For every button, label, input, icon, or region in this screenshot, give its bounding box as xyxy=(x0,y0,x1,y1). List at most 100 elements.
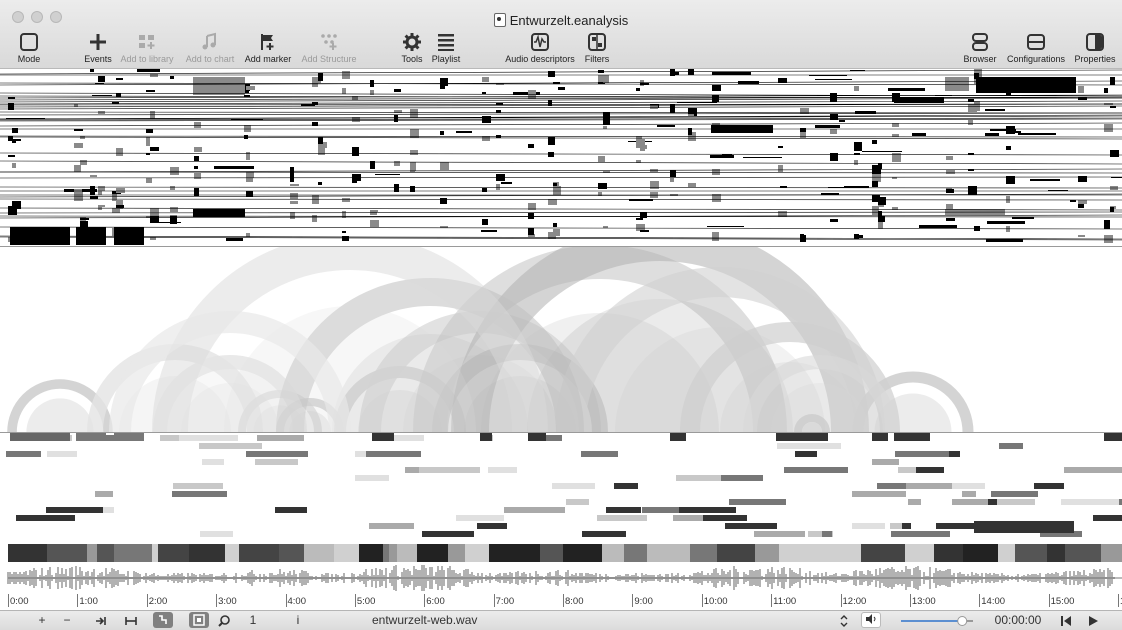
matrix-cell xyxy=(598,156,605,162)
matrix-cell xyxy=(878,222,883,229)
fit-to-end-button[interactable] xyxy=(91,612,111,629)
segment-grid-view xyxy=(6,433,1122,537)
file-select-stepper[interactable] xyxy=(837,612,851,629)
add-marker-button[interactable]: Add marker xyxy=(242,32,294,64)
segment-cell xyxy=(777,443,841,449)
panel-divider[interactable] xyxy=(0,432,1122,433)
close-window-button[interactable] xyxy=(12,11,24,23)
configurations-button[interactable]: Configurations xyxy=(1003,32,1069,64)
matrix-cell xyxy=(194,147,202,152)
matrix-cell xyxy=(968,153,974,155)
matrix-line xyxy=(0,168,1122,173)
mode-label: Mode xyxy=(17,54,41,64)
mode-button[interactable]: Mode xyxy=(12,32,46,64)
matrix-cell xyxy=(603,112,610,118)
matrix-cell xyxy=(1104,125,1112,132)
band-segment xyxy=(489,544,506,562)
matrix-cell xyxy=(290,212,295,219)
segment-cell xyxy=(246,451,308,457)
matrix-cell xyxy=(603,118,610,125)
similarity-disc xyxy=(153,355,307,432)
segment-cell xyxy=(673,515,703,521)
matrix-cell xyxy=(440,226,448,228)
magnifier-button[interactable] xyxy=(214,612,234,629)
events-button[interactable]: Events xyxy=(80,32,116,64)
matrix-line xyxy=(0,176,1122,179)
zoom-fit-button[interactable] xyxy=(189,612,209,628)
zoom-window-button[interactable] xyxy=(50,11,62,23)
audio-descriptors-button[interactable]: Audio descriptors xyxy=(500,32,580,64)
band-segment xyxy=(334,544,359,562)
mute-button[interactable] xyxy=(861,612,881,628)
matrix-cell xyxy=(352,147,359,156)
segment-cell xyxy=(199,443,262,449)
matrix-cell xyxy=(1030,179,1060,181)
add-to-chart-button[interactable]: Add to chart xyxy=(181,32,239,64)
similarity-disc xyxy=(615,327,825,432)
zoom-out-button[interactable]: − xyxy=(63,613,71,627)
browser-button[interactable]: Browser xyxy=(961,32,999,64)
matrix-cell xyxy=(968,120,973,125)
matrix-cell xyxy=(342,198,350,202)
matrix-cell xyxy=(244,135,248,139)
arc-diagram-panel[interactable] xyxy=(0,247,1122,432)
time-ruler[interactable]: 0:00 1:00 2:00 3:00 4:00 5:00 6:00 7:00 8:00 9:00… xyxy=(0,594,1122,610)
band-segment xyxy=(755,544,779,562)
matrix-cell xyxy=(854,235,863,238)
volume-slider[interactable] xyxy=(897,612,977,629)
matrix-line xyxy=(0,80,1122,86)
segment-cell xyxy=(988,499,1001,505)
matrix-cell xyxy=(80,221,88,229)
matrix-cell xyxy=(194,166,198,169)
matrix-cell xyxy=(312,77,321,83)
minimize-window-button[interactable] xyxy=(31,11,43,23)
segment-cell xyxy=(606,507,641,513)
matrix-cell xyxy=(800,132,806,138)
segment-cell xyxy=(386,435,424,441)
waveform-panel[interactable] xyxy=(0,562,1122,594)
matrix-cell xyxy=(312,122,318,126)
step-mode-button[interactable] xyxy=(153,612,173,628)
play-button[interactable] xyxy=(1083,612,1103,629)
add-to-library-button[interactable]: Add to library xyxy=(117,32,177,64)
fit-width-button[interactable] xyxy=(121,612,141,629)
segment-cell xyxy=(419,467,480,473)
add-structure-button[interactable]: Add Structure xyxy=(298,32,360,64)
similarity-matrix-panel[interactable] xyxy=(0,69,1122,246)
segment-grid-panel[interactable] xyxy=(0,433,1122,544)
matrix-cell xyxy=(90,186,95,195)
matrix-cell xyxy=(312,83,318,87)
matrix-cell xyxy=(821,193,839,195)
matrix-cell xyxy=(246,175,253,182)
properties-label: Properties xyxy=(1074,54,1116,64)
matrix-line xyxy=(0,198,1122,201)
matrix-cell xyxy=(116,200,123,209)
info-button[interactable]: i xyxy=(296,613,300,627)
band-segment xyxy=(602,544,624,562)
panel-divider[interactable] xyxy=(0,246,1122,247)
matrix-cell xyxy=(636,139,645,148)
matrix-cell xyxy=(440,78,448,86)
audio-file-name[interactable]: entwurzelt-web.wav xyxy=(372,613,478,627)
matrix-cell xyxy=(342,211,346,218)
matrix-line xyxy=(0,96,1122,101)
matrix-cell xyxy=(598,75,603,82)
segment-cell xyxy=(991,491,1038,497)
tools-button[interactable]: Tools xyxy=(398,32,426,64)
properties-button[interactable]: Properties xyxy=(1072,32,1118,64)
matrix-cell xyxy=(712,85,721,91)
filters-button[interactable]: Filters xyxy=(582,32,612,64)
time-tick: 14:00 xyxy=(979,594,1006,607)
color-band-panel[interactable] xyxy=(0,544,1122,562)
segment-cell xyxy=(76,433,106,441)
matrix-cell xyxy=(440,162,449,170)
matrix-block xyxy=(945,77,969,91)
playlist-button[interactable]: Playlist xyxy=(429,32,463,64)
time-tick: 15:00 xyxy=(1048,594,1075,607)
matrix-cell xyxy=(629,199,653,201)
zoom-in-button[interactable]: + xyxy=(38,613,46,627)
matrix-line xyxy=(0,97,1122,103)
time-tick: 16:00 xyxy=(1118,594,1122,607)
matrix-cell xyxy=(553,186,561,195)
rewind-button[interactable] xyxy=(1056,612,1076,629)
